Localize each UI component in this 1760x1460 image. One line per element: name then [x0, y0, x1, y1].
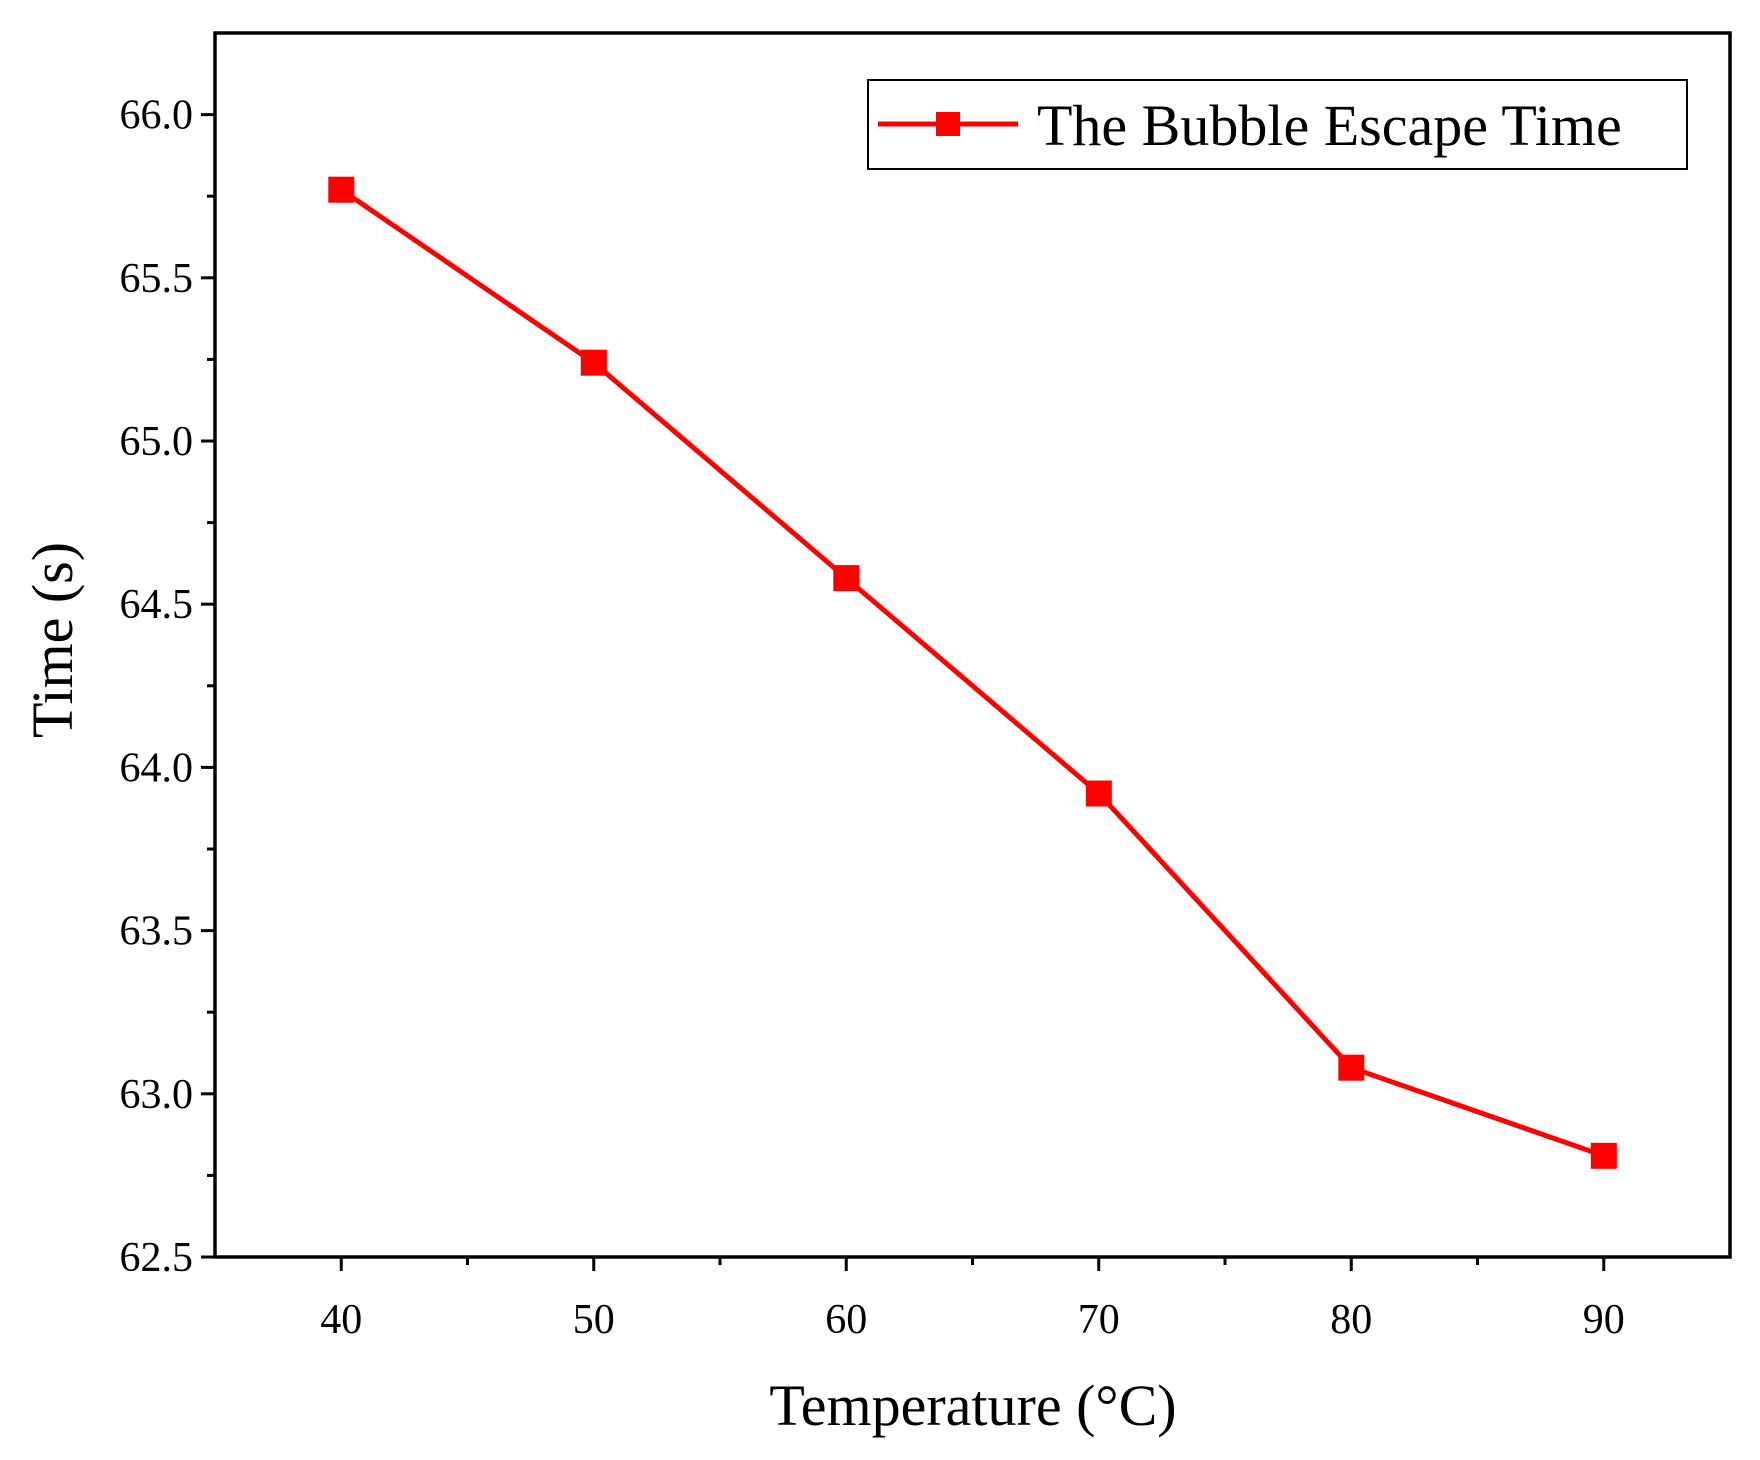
plot-area-frame: [213, 31, 1732, 1259]
x-axis-ticks: [339, 1257, 1606, 1271]
y-tick-label: 66.0: [120, 93, 194, 139]
x-axis-title: Temperature (°C): [769, 1373, 1176, 1438]
x-tick-label: 60: [825, 1297, 867, 1343]
legend: The Bubble Escape Time: [867, 79, 1688, 170]
x-tick-label: 70: [1078, 1297, 1120, 1343]
y-tick-label: 64.5: [120, 582, 194, 628]
legend-marker-swatch: [936, 112, 960, 136]
y-axis-ticks: [201, 113, 215, 1259]
y-tick-label: 63.5: [120, 909, 194, 955]
x-tick-label: 90: [1583, 1297, 1625, 1343]
x-tick-label: 40: [320, 1297, 362, 1343]
data-point-marker: [1338, 1054, 1365, 1081]
legend-label: The Bubble Escape Time: [1037, 93, 1622, 158]
x-axis-tick-labels: 40 50 60 70 80 90: [320, 1297, 1625, 1343]
y-tick-label: 62.5: [120, 1235, 194, 1281]
data-point-marker: [1590, 1142, 1617, 1169]
data-point-marker: [833, 565, 860, 592]
y-tick-label: 65.0: [120, 419, 194, 465]
series-line: [339, 187, 1605, 1159]
x-tick-label: 80: [1330, 1297, 1372, 1343]
y-tick-label: 65.5: [120, 256, 194, 302]
data-point-marker: [1085, 780, 1112, 807]
y-tick-label: 64.0: [120, 745, 194, 791]
y-axis-tick-labels: 62.5 63.0 63.5 64.0 64.5 65.0 65.5 66.0: [120, 93, 194, 1281]
series-layer: [328, 176, 1617, 1169]
data-point-marker: [328, 176, 355, 203]
data-point-marker: [580, 349, 607, 376]
x-tick-label: 50: [573, 1297, 615, 1343]
y-tick-label: 63.0: [120, 1072, 194, 1118]
y-axis-title: Time (s): [20, 542, 85, 738]
